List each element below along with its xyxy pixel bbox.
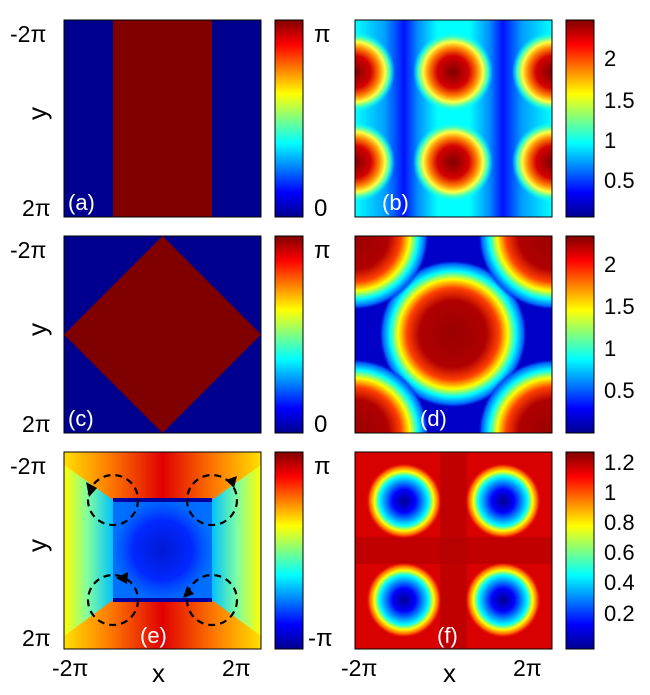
colorbar-e (274, 451, 304, 650)
panel-b-spot (355, 32, 395, 112)
panel-b-spot (512, 122, 552, 202)
panel-c: (c) (63, 235, 262, 434)
colorbar-d (565, 235, 595, 434)
colorbar-e-tick-bottom: -π (308, 625, 333, 652)
panel-f-hole (465, 463, 541, 539)
arrow-icon (226, 476, 237, 488)
x-tick-right-e: 2π (222, 655, 251, 681)
colorbar-d-tick: 0.5 (604, 378, 635, 403)
panel-d-frame (354, 235, 553, 434)
colorbars (274, 19, 595, 650)
x-axis-label-e: x (152, 658, 165, 688)
panel-d-ring (355, 236, 429, 310)
colorbar-b-tick: 1.5 (604, 88, 635, 113)
y-tick-bottom-row1: 2π (22, 195, 51, 221)
panel-d-ring (478, 236, 552, 310)
y-axis-label-row2: y (22, 323, 52, 336)
panel-d-ring (355, 359, 429, 433)
vortex-circle (86, 573, 140, 627)
colorbar-f (565, 451, 595, 650)
panel-f-label: (f) (437, 623, 458, 648)
panel-e-bottom-lobe (64, 600, 261, 649)
colorbar-a-tick-top: π (314, 21, 331, 48)
panel-e-label: (e) (140, 623, 167, 648)
panel-a: (a) (63, 19, 262, 218)
vortex-circle (86, 473, 140, 527)
colorbar-f-tick: 0.2 (604, 601, 635, 626)
panel-e-frame (63, 451, 262, 650)
vortex-circle (185, 573, 239, 627)
vortex-circle (185, 473, 239, 527)
colorbar-c-tick-top: π (314, 237, 331, 264)
x-axis-label-f: x (443, 658, 456, 688)
panel-c-diamond (64, 236, 261, 433)
colorbar-f-tick: 1.2 (604, 450, 635, 475)
panel-e-top-lobe (64, 452, 261, 500)
panel-f-center-cross (355, 537, 552, 564)
y-tick-top-row2: -2π (10, 237, 46, 263)
panel-b-spot (355, 122, 395, 202)
x-tick-right-f: 2π (513, 655, 542, 681)
panel-e-vortex-markers (86, 473, 239, 627)
panel-d-ring (478, 359, 552, 433)
colorbar-d-tick: 1.5 (604, 294, 635, 319)
colorbar-d-tick: 2 (604, 252, 616, 277)
panel-f (355, 452, 552, 649)
colorbar-d-tick: 1 (604, 336, 616, 361)
panel-b-label: (b) (382, 190, 409, 215)
panel-a-stripe (113, 20, 212, 217)
panel-a-label: (a) (68, 190, 95, 215)
arrow-icon (183, 586, 194, 598)
panel-c-label: (c) (68, 406, 94, 431)
colorbar-f-tick: 0.8 (604, 510, 635, 535)
y-tick-top-row3: -2π (10, 453, 46, 479)
panel-e-core-band (113, 500, 212, 600)
y-tick-bottom-row3: 2π (22, 625, 51, 651)
panel-d-label: (d) (420, 406, 447, 431)
panel-b-spot (512, 32, 552, 112)
panel-c-frame (63, 235, 262, 434)
y-tick-top-row1: -2π (10, 21, 46, 47)
panel-d (355, 236, 552, 433)
arrow-icon (86, 482, 97, 497)
colorbar-a (274, 19, 304, 218)
x-tick-left-f: -2π (341, 655, 377, 681)
colorbar-f-tick: 1 (604, 480, 616, 505)
colorbar-b-tick: 0.5 (604, 168, 635, 193)
panel-f-hole (465, 562, 541, 638)
panel-e-arrows (86, 476, 237, 598)
colorbar-f-tick: 0.6 (604, 540, 635, 565)
colorbar-b-tick: 2 (604, 46, 616, 71)
colorbar-c-tick-bottom: 0 (314, 411, 327, 438)
colorbar-b (565, 19, 595, 218)
colorbar-a-tick-bottom: 0 (314, 195, 327, 222)
colorbar-b-tick: 1 (604, 128, 616, 153)
panel-b-spot (413, 32, 493, 112)
panel-f-hole (366, 562, 442, 638)
colorbar-e-tick-top: π (314, 453, 331, 480)
panel-a-frame (63, 19, 262, 218)
panel-b-spot (413, 122, 493, 202)
panel-d-ring (379, 260, 527, 408)
panel-b-frame (354, 19, 553, 218)
panel-b (355, 20, 552, 217)
panel-f-hole (366, 463, 442, 539)
arrow-icon (116, 572, 128, 584)
panel-e (64, 452, 261, 649)
colorbar-f-tick: 0.4 (604, 570, 635, 595)
y-axis-label-row3: y (22, 539, 52, 552)
x-tick-left-e: -2π (52, 655, 88, 681)
y-axis-label-row1: y (22, 107, 52, 120)
panel-f-frame (354, 451, 553, 650)
colorbar-c (274, 235, 304, 434)
y-tick-bottom-row2: 2π (22, 411, 51, 437)
